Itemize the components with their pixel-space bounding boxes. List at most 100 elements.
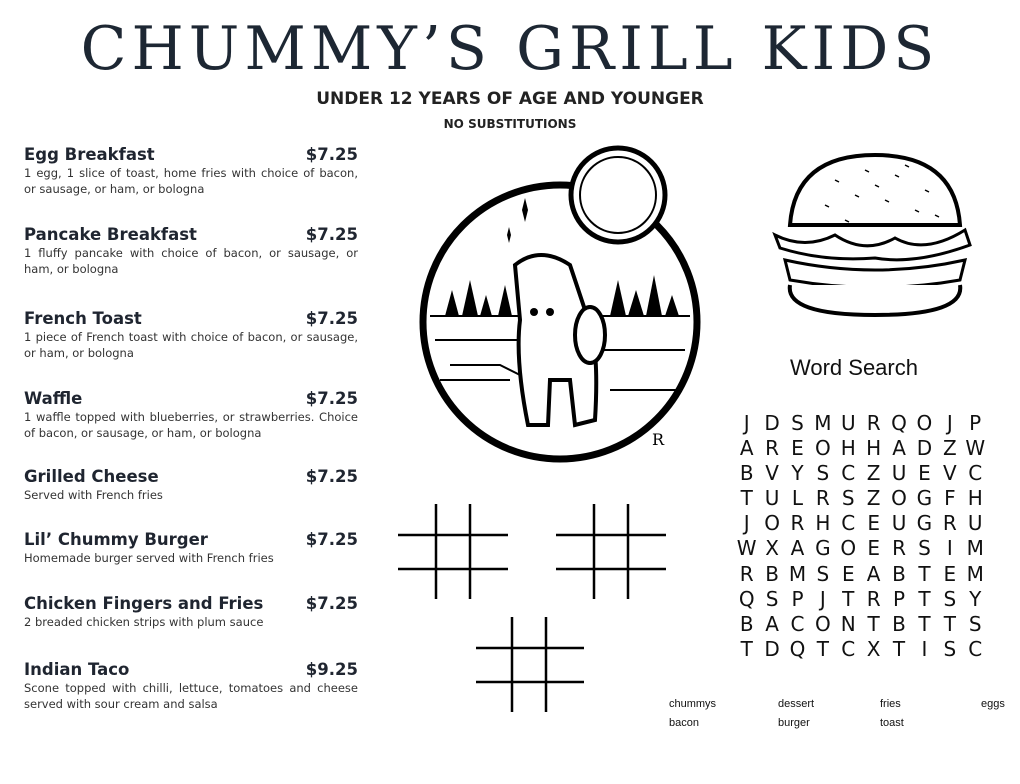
word-search-letter[interactable]: M: [814, 411, 832, 435]
word-search-letter[interactable]: T: [816, 636, 829, 661]
word-search-letter[interactable]: C: [790, 611, 805, 636]
word-search-letter[interactable]: Z: [866, 486, 881, 511]
word-search-letter[interactable]: R: [815, 486, 830, 511]
word-search-letter[interactable]: C: [841, 636, 856, 661]
word-search-letter[interactable]: Q: [891, 411, 907, 435]
tic-tac-toe-grid[interactable]: [475, 617, 587, 713]
word-search-letter[interactable]: S: [841, 486, 855, 511]
word-search-letter[interactable]: A: [739, 436, 754, 461]
word-search-letter[interactable]: U: [840, 411, 856, 435]
word-search-letter[interactable]: C: [841, 511, 856, 536]
word-search-letter[interactable]: M: [788, 561, 807, 586]
word-search-letter[interactable]: U: [764, 486, 780, 511]
word-search-letter[interactable]: W: [736, 536, 757, 561]
word-search-letter[interactable]: B: [739, 461, 754, 486]
word-search-letter[interactable]: H: [967, 486, 983, 511]
word-search-letter[interactable]: O: [916, 411, 933, 435]
word-search-letter[interactable]: H: [866, 436, 882, 461]
word-search-letter[interactable]: P: [893, 586, 906, 611]
word-search-letter[interactable]: Y: [969, 586, 982, 611]
word-search-letter[interactable]: S: [816, 461, 830, 486]
word-search-letter[interactable]: D: [764, 411, 780, 435]
word-search-letter[interactable]: U: [967, 511, 983, 536]
word-search-letter[interactable]: S: [816, 561, 830, 586]
word-search-letter[interactable]: O: [840, 536, 857, 561]
word-search-letter[interactable]: T: [943, 611, 956, 636]
tic-tac-toe-grid[interactable]: [555, 504, 667, 600]
word-search-letter[interactable]: G: [916, 486, 933, 511]
word-search-letter[interactable]: T: [918, 586, 931, 611]
word-search-letter[interactable]: T: [892, 636, 906, 661]
word-search-letter[interactable]: Z: [942, 436, 957, 461]
word-search-letter[interactable]: E: [943, 561, 957, 586]
word-search-letter[interactable]: P: [791, 586, 804, 611]
word-search-letter[interactable]: J: [743, 511, 750, 536]
word-search-letter[interactable]: W: [965, 436, 986, 461]
word-search-letter[interactable]: B: [892, 561, 906, 586]
word-search-letter[interactable]: D: [916, 436, 933, 461]
word-search-letter[interactable]: G: [916, 511, 933, 536]
word-search-letter[interactable]: S: [918, 536, 931, 561]
word-search-letter[interactable]: S: [791, 411, 804, 435]
word-search-letter[interactable]: T: [918, 611, 931, 636]
word-search-letter[interactable]: E: [841, 561, 855, 586]
word-search-letter[interactable]: P: [969, 411, 982, 435]
word-search-letter[interactable]: Q: [789, 636, 806, 661]
word-search-letter[interactable]: E: [867, 536, 880, 561]
word-search-letter[interactable]: V: [765, 461, 779, 486]
word-search-letter[interactable]: E: [791, 436, 804, 461]
word-search-letter[interactable]: X: [866, 636, 881, 661]
word-search-letter[interactable]: S: [968, 611, 982, 636]
word-search-letter[interactable]: L: [791, 486, 804, 511]
word-search-letter[interactable]: M: [966, 561, 984, 586]
word-search-letter[interactable]: E: [867, 511, 880, 536]
word-search-letter[interactable]: O: [814, 436, 831, 461]
word-search-letter[interactable]: A: [892, 436, 906, 461]
word-search-letter[interactable]: R: [866, 411, 881, 435]
word-search-letter[interactable]: I: [946, 536, 953, 561]
word-search-letter[interactable]: T: [842, 586, 855, 611]
word-search-letter[interactable]: R: [790, 511, 805, 536]
word-search-letter[interactable]: R: [739, 561, 754, 586]
word-search-letter[interactable]: O: [891, 486, 907, 511]
word-search-letter[interactable]: Q: [738, 586, 755, 611]
word-search-letter[interactable]: T: [740, 636, 753, 661]
word-search-letter[interactable]: N: [840, 611, 856, 636]
word-search-letter[interactable]: X: [765, 536, 779, 561]
word-search-letter[interactable]: Y: [791, 461, 804, 486]
word-search-letter[interactable]: B: [892, 611, 906, 636]
word-search-letter[interactable]: V: [942, 461, 957, 486]
word-search-letter[interactable]: C: [968, 461, 983, 486]
word-search-letter[interactable]: U: [891, 511, 907, 536]
word-search-letter[interactable]: O: [814, 611, 831, 636]
word-search-letter[interactable]: O: [764, 511, 780, 536]
word-search-letter[interactable]: Z: [866, 461, 881, 486]
word-search-letter[interactable]: A: [866, 561, 881, 586]
word-search-letter[interactable]: R: [892, 536, 906, 561]
word-search-letter[interactable]: F: [944, 486, 956, 511]
word-search-letter[interactable]: A: [790, 536, 805, 561]
word-search-letter[interactable]: S: [765, 586, 779, 611]
word-search-letter[interactable]: R: [866, 586, 881, 611]
word-search-letter[interactable]: A: [765, 611, 779, 636]
word-search-letter[interactable]: T: [740, 486, 753, 511]
word-search-letter[interactable]: E: [918, 461, 931, 486]
word-search-letter[interactable]: R: [765, 436, 780, 461]
word-search-letter[interactable]: G: [815, 536, 831, 561]
word-search-letter[interactable]: T: [918, 561, 931, 586]
word-search-letter[interactable]: S: [943, 586, 957, 611]
word-search-letter[interactable]: C: [968, 636, 983, 661]
word-search-letter[interactable]: J: [946, 411, 953, 435]
word-search-letter[interactable]: B: [739, 611, 754, 636]
word-search-letter[interactable]: M: [966, 536, 984, 561]
word-search-letter[interactable]: T: [867, 611, 880, 636]
word-search-letter[interactable]: I: [921, 636, 928, 661]
word-search-letter[interactable]: B: [765, 561, 779, 586]
word-search-letter[interactable]: D: [764, 636, 780, 661]
word-search-letter[interactable]: J: [819, 586, 826, 611]
word-search-letter[interactable]: S: [943, 636, 957, 661]
word-search-letter[interactable]: U: [891, 461, 907, 486]
tic-tac-toe-grid[interactable]: [397, 504, 509, 600]
word-search-letter[interactable]: R: [942, 511, 957, 536]
word-search-letter[interactable]: C: [841, 461, 856, 486]
